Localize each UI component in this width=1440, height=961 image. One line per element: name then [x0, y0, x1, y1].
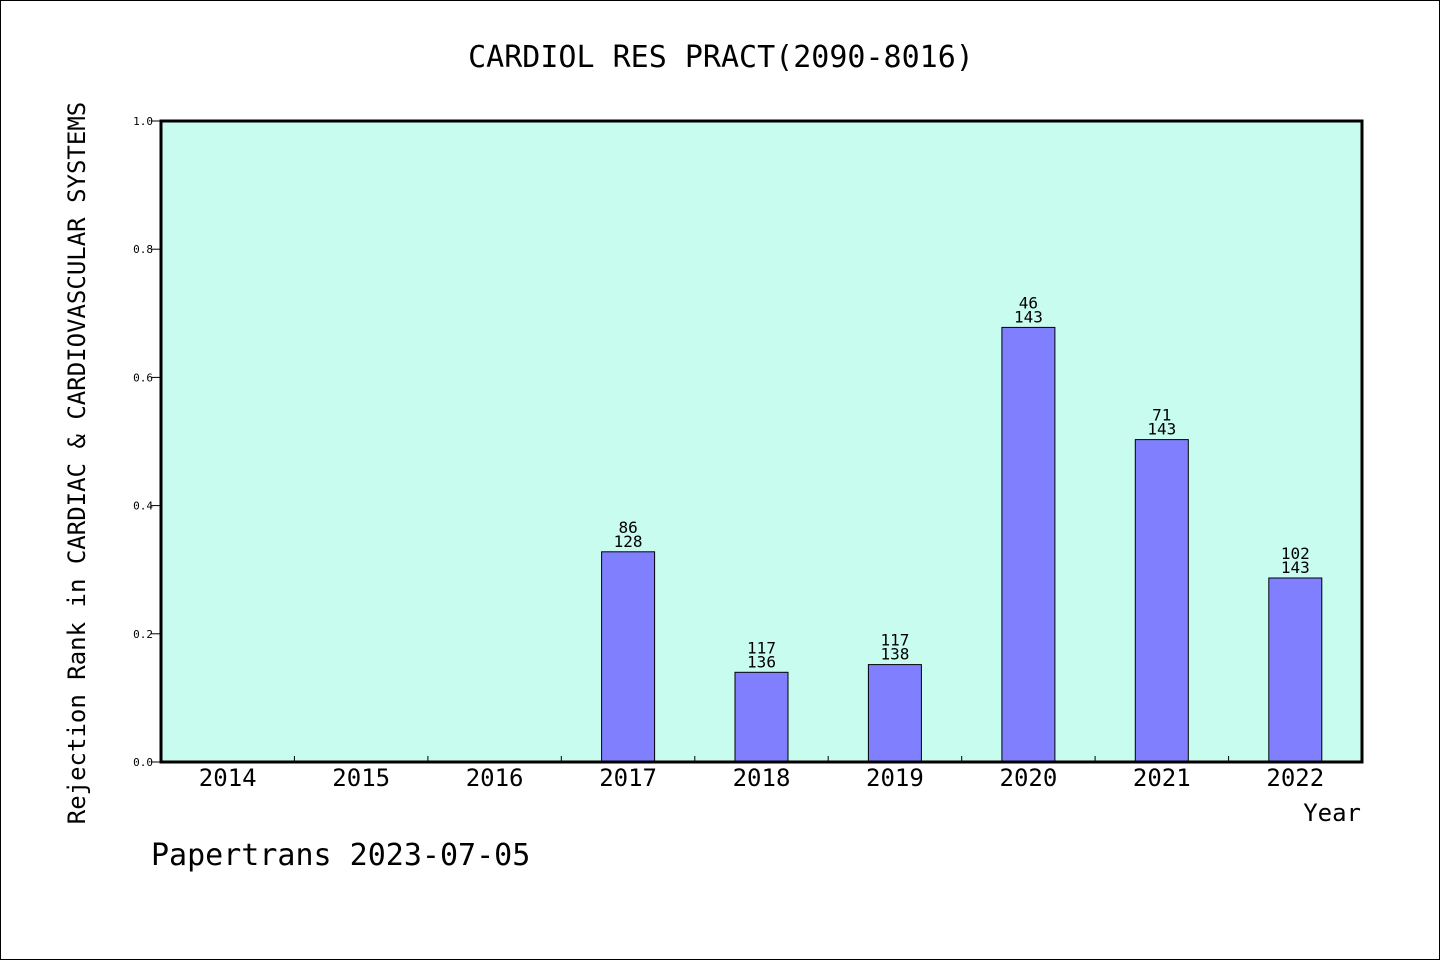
y-tick-label-1: 0.2	[133, 628, 153, 641]
x-tick-label-2019: 2019	[866, 764, 924, 792]
plot-border	[159, 119, 1364, 764]
bars-group	[601, 326, 1323, 763]
x-ticks-group: 2014 2015 2016 2017 2018 2019 2020 2021 2022	[199, 756, 1324, 792]
x-tick-label-2022: 2022	[1266, 764, 1324, 792]
data-label-top-2021: 71	[1152, 406, 1171, 425]
x-tick-label-2021: 2021	[1133, 764, 1191, 792]
bar-2021	[1134, 439, 1189, 763]
bar-2022	[1268, 577, 1323, 763]
y-axis-label: Rejection Rank in CARDIAC & CARDIOVASCUL…	[63, 102, 91, 824]
y-tick-label-4: 0.8	[133, 243, 153, 256]
data-label-bottom-2021: 143	[1147, 420, 1176, 439]
x-axis-label: Year	[1303, 799, 1361, 827]
bar-2018	[734, 671, 789, 763]
y-ticks-group: 0.0 0.2 0.4 0.6 0.8 1.0	[133, 115, 161, 769]
chart-title: CARDIOL RES PRACT(2090-8016)	[468, 40, 974, 75]
data-label-top-2019: 117	[880, 631, 909, 650]
x-tick-label-2016: 2016	[466, 764, 524, 792]
x-tick-label-2015: 2015	[332, 764, 390, 792]
x-tick-label-2018: 2018	[733, 764, 791, 792]
y-tick-label-5: 1.0	[133, 115, 153, 128]
data-label-top-2020: 46	[1019, 293, 1038, 312]
bar-2020	[1001, 326, 1056, 763]
y-tick-label-2: 0.4	[133, 500, 153, 513]
footer-text: Papertrans 2023-07-05	[151, 838, 530, 873]
x-tick-label-2017: 2017	[599, 764, 657, 792]
x-tick-label-2014: 2014	[199, 764, 257, 792]
data-label-bottom-2017: 128	[614, 532, 643, 551]
bar-2019	[867, 664, 922, 763]
bar-2017	[601, 551, 656, 763]
x-tick-label-2020: 2020	[1000, 764, 1058, 792]
data-label-bottom-2019: 138	[880, 645, 909, 664]
data-label-top-2018: 117	[747, 638, 776, 657]
data-label-top-2017: 86	[618, 518, 637, 537]
data-label-bottom-2020: 143	[1014, 307, 1043, 326]
data-label-bottom-2022: 143	[1281, 558, 1310, 577]
y-tick-label-3: 0.6	[133, 371, 153, 384]
data-label-top-2022: 102	[1281, 544, 1310, 563]
y-tick-label-0: 0.0	[133, 756, 153, 769]
data-label-bottom-2018: 136	[747, 652, 776, 671]
